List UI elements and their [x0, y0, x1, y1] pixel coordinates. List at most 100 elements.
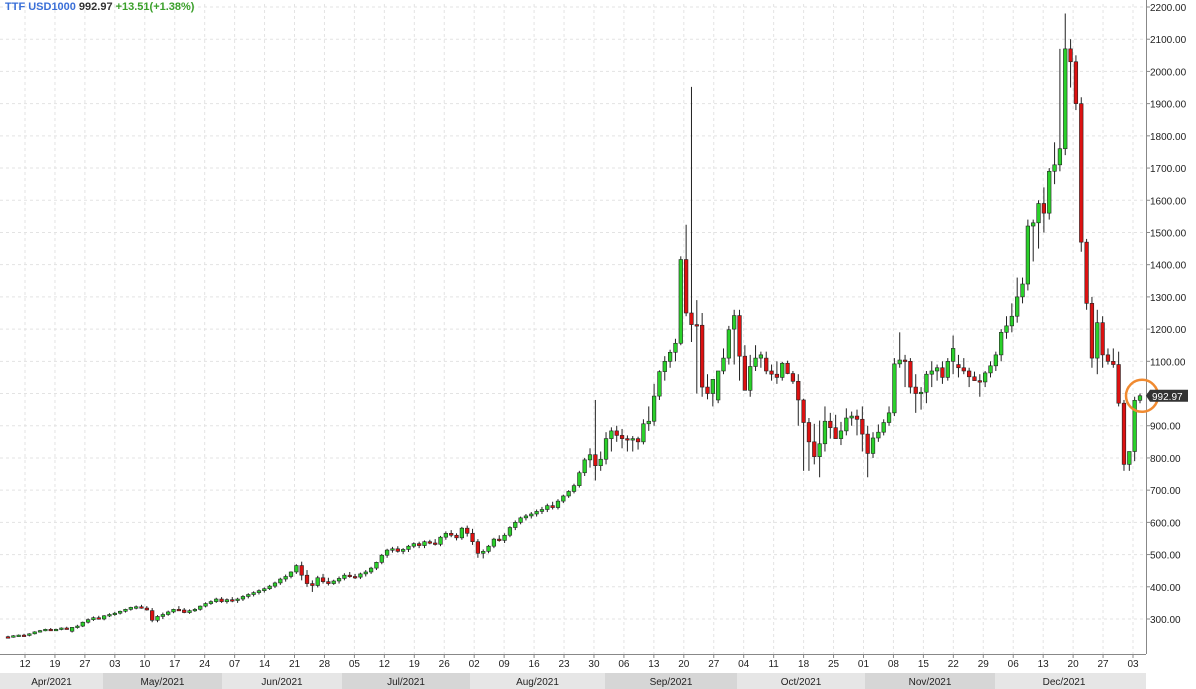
- candle-body: [1127, 451, 1132, 465]
- x-day-label: 06: [618, 659, 630, 670]
- x-day-label: 29: [978, 659, 990, 670]
- candle-body: [812, 441, 817, 457]
- candle-body: [587, 454, 593, 461]
- candle-body: [1121, 402, 1127, 465]
- grid: [0, 4, 1146, 654]
- candle-body: [288, 571, 294, 577]
- candle-body: [1111, 361, 1116, 365]
- candle-body: [790, 373, 796, 382]
- candle-body: [363, 571, 368, 575]
- candle-body: [550, 505, 555, 508]
- x-day-label: 21: [289, 659, 301, 670]
- y-tick-label: 900.00: [1150, 422, 1181, 433]
- candle-body: [123, 609, 128, 612]
- candle-body: [529, 513, 534, 517]
- candle-body: [16, 634, 21, 637]
- candle-body: [950, 348, 956, 362]
- candle-body: [368, 567, 374, 573]
- candle-body: [1015, 296, 1020, 317]
- candle-body: [401, 549, 406, 552]
- candle-body: [433, 542, 438, 545]
- y-tick-label: 1900.00: [1150, 100, 1187, 111]
- x-day-label: 23: [558, 659, 570, 670]
- candle-body: [700, 324, 705, 388]
- price-change: +13.51(+1.38%): [115, 1, 195, 13]
- x-day-label: 06: [1008, 659, 1020, 670]
- candle-body: [593, 454, 598, 466]
- candle-body: [1100, 322, 1105, 356]
- y-tick-label: 800.00: [1150, 454, 1181, 465]
- candle-body: [342, 574, 347, 579]
- x-day-label: 09: [499, 659, 511, 670]
- candle-body: [956, 364, 961, 369]
- x-axis-month-band: Apr/2021 May/2021 Jun/2021 Jul/2021 Aug/2021…: [0, 673, 1146, 689]
- y-tick-label: 1600.00: [1150, 196, 1187, 207]
- candle-body: [331, 580, 336, 584]
- month-band: [1133, 673, 1146, 689]
- candle-body: [352, 576, 358, 579]
- candle-body: [481, 551, 486, 554]
- x-day-label: 10: [139, 659, 151, 670]
- candle-body: [684, 259, 689, 314]
- candle-body: [203, 603, 208, 607]
- candle-body: [246, 594, 251, 597]
- candle-body: [577, 472, 582, 486]
- month-band: [605, 673, 737, 689]
- candle-body: [320, 577, 326, 582]
- month-band: [470, 673, 605, 689]
- candle-body: [758, 354, 764, 359]
- candle-body: [945, 361, 950, 378]
- x-month-label: Oct/2021: [781, 677, 822, 688]
- candle-body: [85, 619, 91, 623]
- candle-body: [118, 610, 123, 614]
- candle-body: [336, 578, 342, 582]
- y-tick-label: 1400.00: [1150, 261, 1187, 272]
- candle-body: [726, 329, 731, 359]
- candle-body: [785, 362, 790, 374]
- candle-body: [582, 459, 587, 474]
- candle-body: [993, 354, 998, 367]
- candle-body: [176, 609, 181, 612]
- candle-body: [630, 438, 635, 441]
- x-month-label: Apr/2021: [31, 677, 72, 688]
- y-tick-label: 500.00: [1150, 551, 1181, 562]
- candle-body: [908, 361, 913, 388]
- candle-body: [673, 342, 678, 353]
- x-day-label: 02: [469, 659, 481, 670]
- candle-body: [283, 576, 288, 580]
- x-axis-day-labels: 12 19 27 03 10 17 24 07 14 21 28 05 12 19 26 02 09 16 23 30…: [19, 654, 1139, 670]
- x-day-label: 19: [409, 659, 421, 670]
- candle-body: [427, 541, 432, 544]
- candle-body: [999, 332, 1004, 356]
- candle-body: [769, 370, 774, 375]
- candle-body: [171, 609, 176, 613]
- candle-body: [817, 443, 822, 457]
- candle-body: [732, 315, 737, 330]
- candle-body: [753, 357, 758, 367]
- x-day-label: 16: [529, 659, 541, 670]
- candle-body: [609, 430, 614, 439]
- x-day-label: 27: [79, 659, 91, 670]
- candle-body: [934, 367, 940, 372]
- candle-body: [1116, 364, 1121, 404]
- instrument-symbol: TTF USD1000: [5, 1, 76, 13]
- x-day-label: 30: [588, 659, 600, 670]
- candle-body: [374, 562, 379, 569]
- candle-body: [454, 534, 459, 539]
- candle-body: [983, 372, 988, 383]
- candle-body: [187, 610, 192, 613]
- month-band: [995, 673, 1133, 689]
- candle-body: [502, 534, 507, 541]
- y-tick-label: 1300.00: [1150, 293, 1187, 304]
- x-day-label: 19: [49, 659, 61, 670]
- candle-body: [796, 380, 801, 401]
- candle-body: [844, 417, 849, 432]
- candle-body: [924, 373, 929, 393]
- x-day-label: 13: [1038, 659, 1050, 670]
- candle-body: [721, 357, 726, 372]
- candle-body: [112, 612, 117, 616]
- candle-body: [651, 395, 657, 422]
- candle-body: [1025, 225, 1030, 285]
